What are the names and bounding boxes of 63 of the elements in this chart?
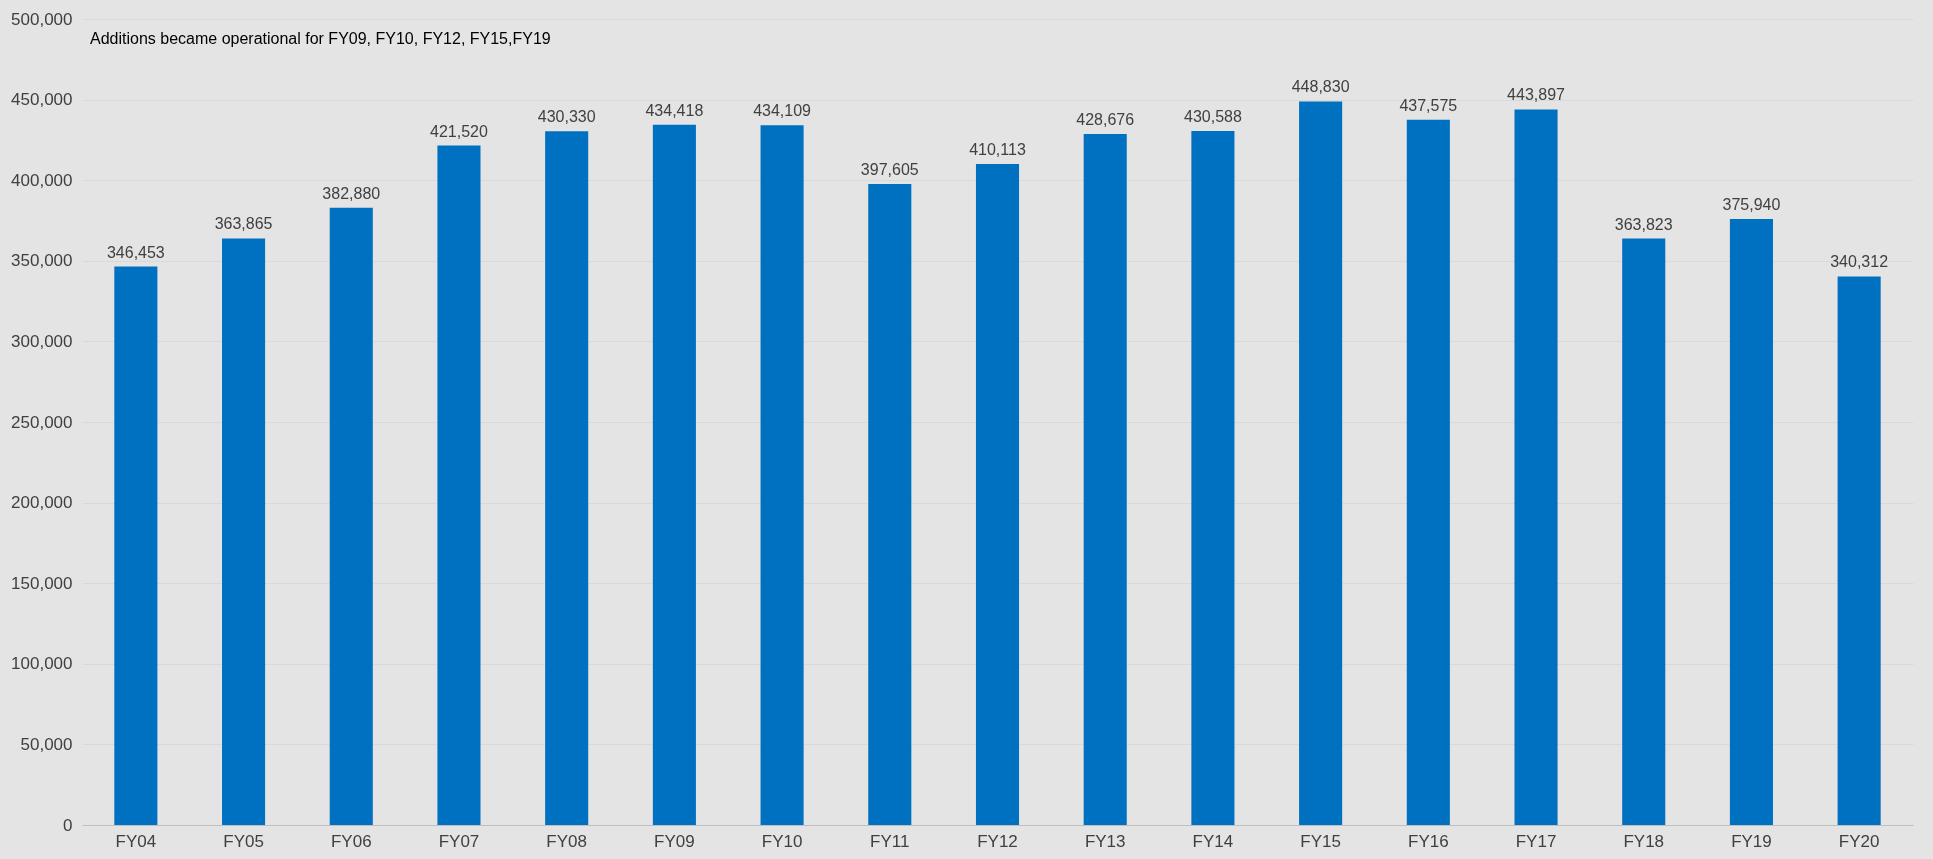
y-tick-label: 50,000 xyxy=(20,734,73,754)
y-tick-label: 250,000 xyxy=(11,412,73,432)
annotation: Additions became operational for FY09, FY10, FY12, FY15,FY19 xyxy=(90,30,551,47)
bar xyxy=(975,163,1020,825)
x-tick-label: FY05 xyxy=(223,831,264,851)
data-label: 421,520 xyxy=(430,122,488,140)
x-tick-label: FY18 xyxy=(1623,831,1665,851)
y-tick-label: 400,000 xyxy=(11,170,73,190)
bar xyxy=(760,125,804,825)
bar xyxy=(652,124,696,825)
y-tick-label: 300,000 xyxy=(11,331,73,351)
data-label: 397,605 xyxy=(860,161,919,179)
data-label: 434,418 xyxy=(645,101,704,119)
data-label: 375,940 xyxy=(1722,195,1781,213)
bar xyxy=(437,145,481,825)
data-label: 443,897 xyxy=(1507,86,1566,104)
data-label: 428,676 xyxy=(1076,110,1135,128)
x-tick-label: FY15 xyxy=(1300,831,1341,851)
x-tick-label: FY07 xyxy=(438,831,480,851)
y-tick-label: 0 xyxy=(63,815,73,835)
x-tick-label: FY11 xyxy=(870,831,910,851)
data-label: 363,823 xyxy=(1614,215,1673,233)
bar xyxy=(545,131,589,825)
y-tick-label: 150,000 xyxy=(11,573,73,593)
x-tick-label: FY16 xyxy=(1408,831,1449,851)
bar xyxy=(1083,133,1127,825)
bar xyxy=(868,184,912,825)
x-tick-label: FY12 xyxy=(977,831,1018,851)
y-tick-label: 100,000 xyxy=(11,654,73,674)
data-label: 346,453 xyxy=(106,243,165,261)
bar xyxy=(1514,109,1558,825)
bar xyxy=(1837,276,1881,825)
y-tick-label: 200,000 xyxy=(11,493,73,513)
x-tick-label: FY04 xyxy=(115,831,157,851)
data-label: 430,330 xyxy=(537,108,596,126)
x-tick-label: FY19 xyxy=(1731,831,1772,851)
bar xyxy=(1622,238,1666,825)
data-label: 340,312 xyxy=(1830,253,1889,271)
data-label: 434,109 xyxy=(753,102,812,120)
data-label: 410,113 xyxy=(969,140,1026,158)
bar xyxy=(1299,101,1343,825)
y-tick-label: 350,000 xyxy=(11,251,73,271)
data-label: 437,575 xyxy=(1399,96,1458,114)
bar xyxy=(1191,130,1235,825)
bar xyxy=(222,238,266,825)
bar xyxy=(1729,218,1773,825)
bar xyxy=(329,207,373,825)
y-tick-label: 500,000 xyxy=(11,9,73,29)
bar xyxy=(114,266,158,825)
data-label: 382,880 xyxy=(322,184,381,202)
data-label: 430,588 xyxy=(1183,107,1242,125)
x-tick-label: FY09 xyxy=(654,831,695,851)
x-tick-label: FY10 xyxy=(761,831,803,851)
x-tick-label: FY17 xyxy=(1515,831,1557,851)
x-tick-label: FY13 xyxy=(1084,831,1126,851)
x-tick-label: FY20 xyxy=(1838,831,1880,851)
data-label: 363,865 xyxy=(214,215,273,233)
bar xyxy=(1406,119,1450,825)
x-tick-label: FY14 xyxy=(1192,831,1234,851)
x-tick-label: FY08 xyxy=(546,831,587,851)
y-tick-label: 450,000 xyxy=(11,90,73,110)
data-label: 448,830 xyxy=(1291,78,1350,96)
x-tick-label: FY06 xyxy=(330,831,372,851)
